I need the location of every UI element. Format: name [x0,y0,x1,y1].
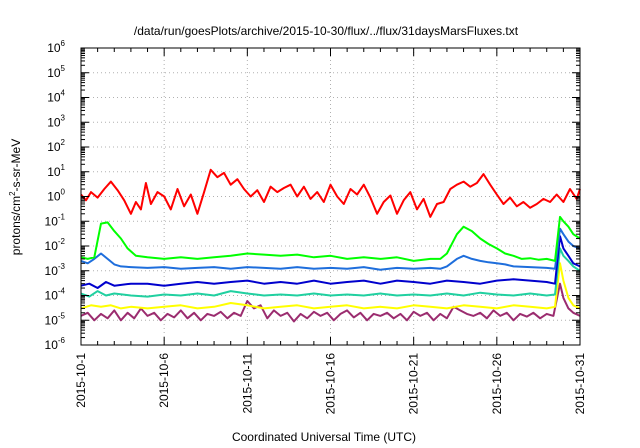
plot-series [80,168,581,323]
x-axis: 2015-10-1 2015-10-6 2015-10-11 2015-10-16 20… [74,48,587,414]
x-tick-label: 2015-10-1 [74,353,88,408]
y-tick-label: 105 [47,64,65,80]
series-line [80,235,581,289]
y-tick-label: 10-5 [45,311,66,327]
y-axis-label: protons/cm2-s-sr-MeV [8,139,23,255]
x-tick-label: 2015-10-16 [324,353,338,415]
y-tick-label: 100 [47,188,65,204]
series-line [80,282,581,323]
y-tick-label: 10-1 [45,212,66,228]
y-tick-label: 10-4 [45,287,66,303]
series-line [80,227,581,271]
y-tick-label: 106 [47,39,65,55]
series-line [80,247,581,298]
series-line [80,168,581,218]
x-tick-label: 2015-10-6 [157,353,171,408]
chart-title: /data/run/goesPlots/archive/2015-10-30/f… [134,24,519,38]
y-tick-label: 101 [47,163,65,179]
y-tick-label: 10-2 [45,237,66,253]
y-tick-label: 10-6 [45,336,66,352]
series-line [80,262,581,310]
x-tick-label: 2015-10-26 [490,353,504,415]
x-tick-label: 2015-10-21 [407,353,421,415]
x-axis-label: Coordinated Universal Time (UTC) [232,430,416,444]
y-axis: 10-6 10-5 10-4 10-3 10-2 10-1 100 101 102 103 104 1… [45,39,580,352]
series-line [80,215,581,262]
y-axis-label-pre: protons/cm [9,196,23,255]
y-tick-label: 102 [47,138,65,154]
y-axis-label-post: -s-sr-MeV [9,139,23,192]
y-tick-label: 103 [47,113,65,129]
x-tick-label: 2015-10-31 [573,353,587,415]
x-tick-label: 2015-10-11 [240,353,254,414]
y-axis-label-sup: 2 [8,191,17,196]
y-tick-label: 104 [47,89,65,105]
y-tick-label: 10-3 [45,262,66,278]
